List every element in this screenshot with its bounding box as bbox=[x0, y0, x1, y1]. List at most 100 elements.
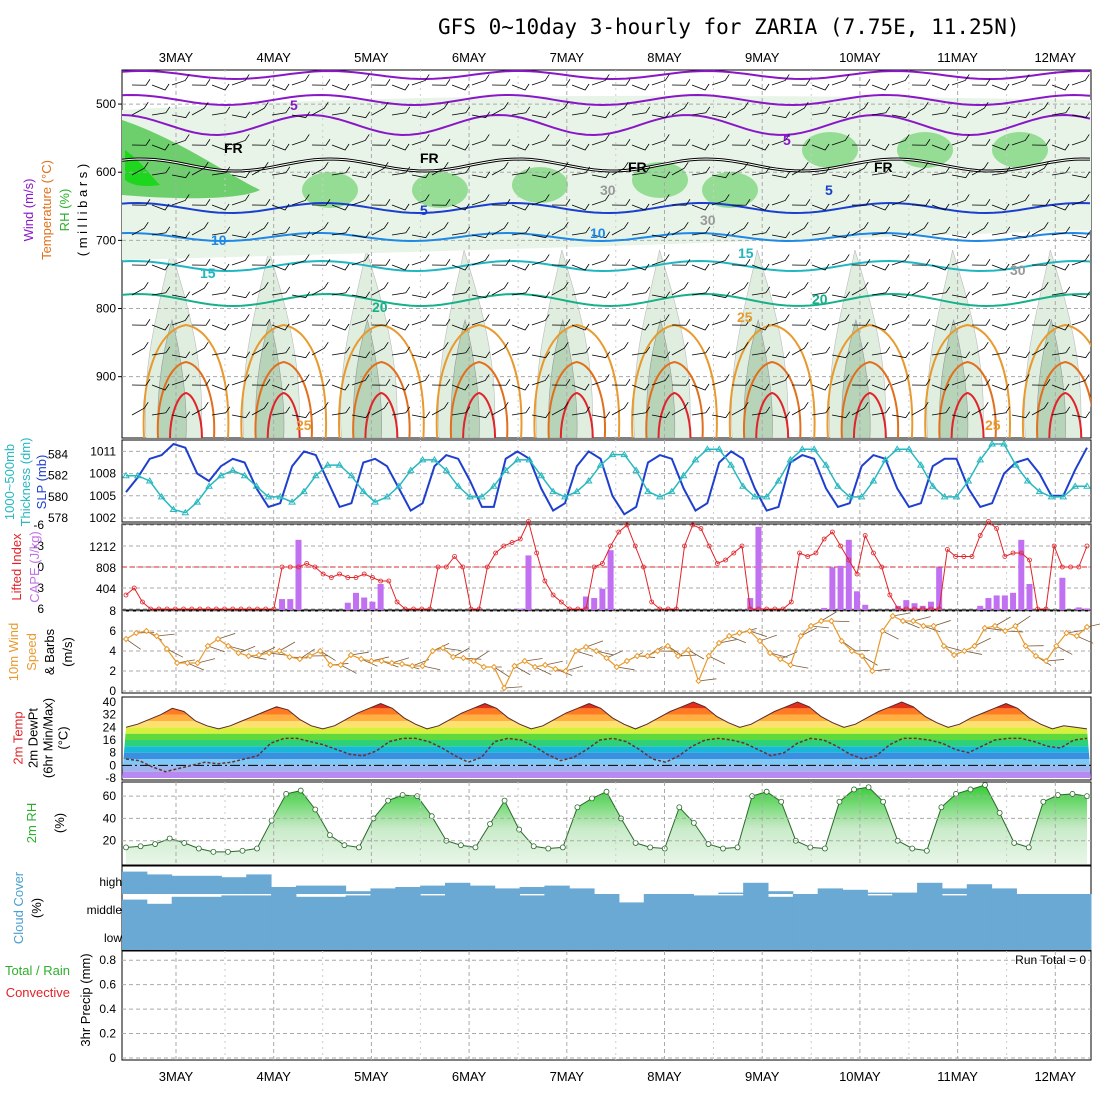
wind-barb bbox=[751, 106, 771, 116]
axis-title: SLP (mb) bbox=[34, 455, 49, 510]
wind-barb bbox=[991, 286, 1011, 296]
wind-barb bbox=[571, 286, 591, 296]
cloud-bar bbox=[171, 922, 198, 950]
wind-barb bbox=[471, 314, 490, 326]
wind-barb bbox=[371, 281, 389, 296]
wind-barb bbox=[431, 379, 451, 386]
wind-barb bbox=[991, 143, 1010, 151]
li-point bbox=[944, 547, 950, 552]
wind-barb bbox=[831, 351, 851, 359]
wind-barb bbox=[571, 106, 591, 116]
wind-barb bbox=[271, 203, 290, 211]
wind10m-point bbox=[971, 642, 978, 650]
thickness-point bbox=[644, 487, 652, 495]
wind-barb bbox=[231, 134, 250, 146]
wind-barb bbox=[591, 74, 610, 86]
wind-barb bbox=[271, 83, 290, 91]
cape-bar bbox=[977, 605, 984, 610]
rh-point bbox=[1054, 792, 1061, 798]
temp-tick: 40 bbox=[103, 695, 117, 709]
wind-barb bbox=[211, 106, 231, 116]
li-point bbox=[1076, 564, 1082, 570]
cloud-bar bbox=[146, 903, 173, 922]
wind-barb bbox=[211, 323, 230, 331]
wind-barb bbox=[891, 194, 910, 206]
li-point bbox=[345, 575, 351, 580]
isotherm-35 bbox=[364, 391, 399, 438]
wind10m-barb bbox=[606, 650, 624, 659]
rh-shade-core bbox=[548, 318, 578, 438]
wind-barb bbox=[971, 161, 989, 176]
pressure-axis: 500 600 700 800 900 bbox=[96, 97, 122, 384]
wind-barb bbox=[671, 199, 691, 206]
wind-barb bbox=[631, 106, 651, 116]
wind-barb bbox=[471, 171, 491, 179]
wind-barb bbox=[1031, 199, 1051, 206]
wind-barb bbox=[1051, 323, 1070, 331]
wind-barb bbox=[611, 379, 631, 386]
wind-tick: 0 bbox=[109, 684, 116, 698]
cape-bar bbox=[352, 592, 359, 610]
rh-shade-cell bbox=[802, 132, 858, 168]
contour-label: 25 bbox=[737, 309, 753, 325]
cloud-bar bbox=[917, 894, 943, 922]
wind-barb bbox=[371, 259, 391, 266]
wind-barb bbox=[511, 323, 530, 331]
wind-barb bbox=[531, 134, 550, 146]
wind-barb bbox=[771, 291, 791, 299]
wind-barb bbox=[431, 319, 451, 326]
wind-barb bbox=[811, 226, 831, 236]
li-point bbox=[1068, 564, 1073, 570]
thickness-point bbox=[489, 482, 498, 489]
thickness-point bbox=[1071, 482, 1080, 489]
wind10m-barb bbox=[545, 660, 563, 666]
wind-barb bbox=[551, 341, 569, 356]
wind-barb bbox=[931, 226, 951, 236]
wind10m-barb bbox=[769, 652, 788, 658]
wind10m-barb bbox=[228, 645, 246, 652]
thickness-point bbox=[133, 471, 142, 479]
temp-dewpt-lines bbox=[122, 701, 1091, 773]
wind10m-barb bbox=[902, 620, 920, 629]
cloud-bar bbox=[941, 895, 968, 922]
wind10m-point bbox=[122, 635, 130, 643]
wind-barb bbox=[351, 74, 370, 86]
wind-barb bbox=[191, 319, 211, 326]
wind10m-barb bbox=[913, 616, 931, 622]
wind-barb bbox=[151, 143, 170, 151]
temp-tick: -8 bbox=[105, 771, 116, 785]
wind-barb bbox=[571, 346, 591, 356]
isotherm-25 bbox=[826, 323, 914, 438]
temp-band bbox=[122, 765, 1091, 772]
wind-barb bbox=[971, 221, 989, 236]
rh-point bbox=[982, 782, 988, 788]
wind-barb bbox=[151, 286, 171, 296]
wind-barb bbox=[751, 203, 770, 211]
wind-barb bbox=[591, 171, 611, 179]
wind-barb bbox=[211, 263, 230, 271]
cloud-bar bbox=[892, 892, 918, 894]
wind-barb bbox=[291, 194, 310, 206]
cape-bar bbox=[903, 600, 910, 610]
li-point bbox=[509, 540, 515, 545]
date-label-top: 8MAY bbox=[647, 50, 682, 65]
date-label-bottom: 3MAY bbox=[159, 1069, 194, 1084]
wind10m-point bbox=[807, 622, 815, 630]
wind-tick: 4 bbox=[109, 644, 116, 658]
wind-tick: 8 bbox=[109, 604, 116, 618]
wind10m-point bbox=[848, 647, 856, 655]
cloud-bar bbox=[295, 922, 322, 950]
thickness-point bbox=[727, 461, 735, 468]
cloud-bar bbox=[246, 895, 272, 922]
wind-barb bbox=[471, 254, 490, 266]
li-point bbox=[698, 526, 704, 531]
wind-barb bbox=[591, 351, 611, 359]
wind10m-barb bbox=[493, 666, 510, 678]
wind-barb bbox=[1031, 281, 1049, 296]
wind10m-point bbox=[541, 661, 549, 669]
axis-title: Temperature (°C) bbox=[39, 160, 54, 260]
thickness-point bbox=[893, 445, 902, 452]
wind-barb bbox=[391, 83, 410, 91]
wind-barb bbox=[211, 286, 231, 296]
